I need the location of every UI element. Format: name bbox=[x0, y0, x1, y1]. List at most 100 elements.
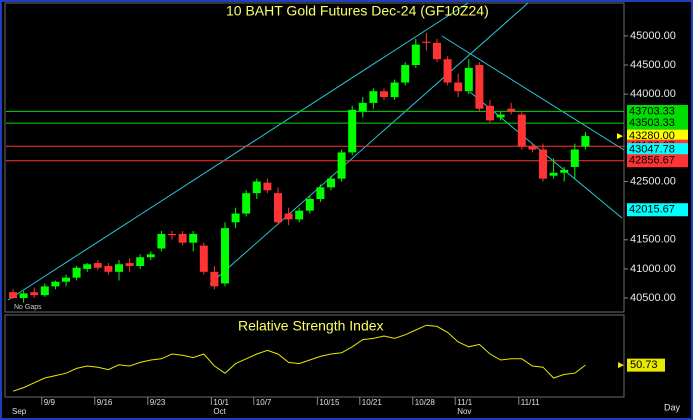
level-arrow bbox=[617, 133, 623, 140]
level-label: 43047.78 bbox=[629, 144, 675, 156]
candle-body bbox=[305, 199, 314, 211]
rsi-title: Relative Strength Index bbox=[238, 318, 384, 334]
candle-body bbox=[316, 187, 325, 200]
candle-body bbox=[83, 264, 92, 269]
month-label: Nov bbox=[457, 407, 471, 416]
candle-body bbox=[284, 213, 293, 220]
candle-body bbox=[168, 233, 176, 236]
x-tick-label: 9/16 bbox=[97, 398, 113, 407]
candle-body bbox=[125, 263, 134, 266]
level-label-box bbox=[627, 203, 688, 217]
candle-body bbox=[433, 42, 441, 60]
level-label-box bbox=[627, 104, 688, 118]
trend-line bbox=[209, 2, 529, 285]
candle-body bbox=[72, 267, 81, 278]
x-tick-label: 10/1 bbox=[213, 398, 229, 407]
rsi-line bbox=[12, 324, 586, 392]
candle-body bbox=[422, 41, 431, 43]
y-tick-label: 44000.00 bbox=[630, 88, 676, 100]
candle-body bbox=[210, 271, 219, 287]
candle-body bbox=[136, 257, 145, 266]
x-axis-label: Day bbox=[664, 402, 681, 412]
y-tick-label: 40500.00 bbox=[630, 292, 676, 304]
level-label: 43280.00 bbox=[629, 130, 675, 142]
month-label: Sep bbox=[12, 407, 27, 416]
trend-channel bbox=[7, 2, 625, 301]
candle-body bbox=[454, 82, 463, 92]
candle-body bbox=[496, 114, 505, 118]
y-tick-label: 41500.00 bbox=[630, 234, 676, 246]
level-label: 43503.33 bbox=[629, 117, 675, 129]
candle-body bbox=[295, 210, 304, 220]
candle-body bbox=[486, 105, 494, 121]
candle-body bbox=[104, 265, 113, 272]
candle-body bbox=[358, 102, 367, 112]
candle-body bbox=[115, 264, 123, 272]
candle-body bbox=[252, 181, 261, 194]
level-label: 42856.67 bbox=[629, 155, 675, 167]
rsi-arrow bbox=[618, 362, 624, 369]
candle-body bbox=[390, 82, 399, 98]
candle-body bbox=[411, 44, 420, 66]
x-tick-label: 10/7 bbox=[256, 398, 272, 407]
level-label: 43703.33 bbox=[629, 105, 675, 117]
level-label: 42015.67 bbox=[629, 204, 675, 216]
candle-body bbox=[337, 152, 346, 179]
candle-body bbox=[263, 182, 272, 191]
candle-body bbox=[380, 91, 388, 98]
x-tick-label: 9/9 bbox=[44, 398, 56, 407]
y-tick-label: 44500.00 bbox=[630, 59, 676, 71]
level-label-box bbox=[627, 129, 688, 143]
candle-body bbox=[348, 109, 357, 153]
candle-body bbox=[30, 292, 39, 296]
note: No Gaps bbox=[14, 304, 42, 311]
candle-body bbox=[549, 172, 558, 176]
candle-body bbox=[9, 292, 17, 299]
candle-body bbox=[19, 293, 28, 299]
x-tick-label: 9/23 bbox=[150, 398, 166, 407]
candle-body bbox=[221, 228, 229, 284]
chart-title: 10 BAHT Gold Futures Dec-24 (GF10Z24) bbox=[226, 3, 489, 19]
candle-body bbox=[40, 286, 49, 296]
level-label-box bbox=[627, 154, 688, 168]
x-tick-label: 10/15 bbox=[319, 398, 340, 407]
candle-body bbox=[242, 193, 251, 214]
candle-body bbox=[62, 277, 70, 282]
x-tick-label: 10/28 bbox=[415, 398, 436, 407]
level-label-box bbox=[627, 143, 688, 157]
candle-body bbox=[464, 67, 473, 92]
candle-body bbox=[581, 136, 590, 147]
candle-body bbox=[93, 263, 102, 268]
candle-body bbox=[401, 65, 410, 83]
candle-body bbox=[369, 91, 378, 103]
price-pane bbox=[4, 2, 625, 313]
candle-body bbox=[517, 114, 526, 147]
level-label-box bbox=[627, 116, 688, 130]
y-tick-label: 45000.00 bbox=[630, 30, 676, 42]
candle-body bbox=[189, 233, 198, 243]
candle-body bbox=[178, 233, 187, 243]
candle-body bbox=[475, 65, 484, 109]
x-tick-label: 10/21 bbox=[362, 398, 383, 407]
y-tick-label: 42500.00 bbox=[630, 175, 676, 187]
candle-body bbox=[199, 245, 208, 272]
candle-body bbox=[231, 213, 240, 223]
candle-body bbox=[146, 254, 155, 258]
candle-body bbox=[274, 193, 282, 223]
rsi-value-label: 50.73 bbox=[630, 359, 658, 371]
trend-line bbox=[441, 35, 625, 151]
candle-body bbox=[560, 169, 569, 173]
candle-body bbox=[51, 281, 60, 287]
y-tick-label: 41000.00 bbox=[630, 263, 676, 275]
month-label: Oct bbox=[213, 407, 226, 416]
x-tick-label: 11/11 bbox=[521, 398, 540, 407]
candle-body bbox=[507, 108, 516, 112]
candle-body bbox=[528, 146, 537, 150]
trend-line bbox=[7, 2, 469, 301]
candle-body bbox=[570, 149, 579, 167]
candle-body bbox=[157, 233, 166, 249]
candle-body bbox=[327, 178, 335, 188]
